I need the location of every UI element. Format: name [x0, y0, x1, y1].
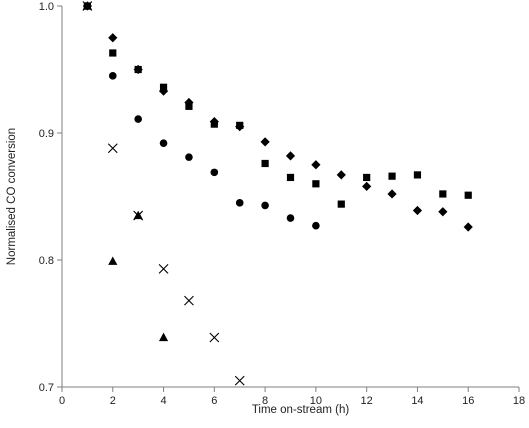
diamond-point [260, 137, 270, 147]
circle-point [210, 168, 219, 177]
y-tick-label: 0.8 [39, 255, 54, 267]
x-tick-label: 2 [110, 395, 116, 407]
circle-point [159, 139, 168, 147]
x-tick-label: 0 [59, 395, 65, 407]
circle-point [286, 214, 295, 222]
circle-point [261, 201, 269, 210]
series-cross [82, 1, 245, 386]
y-tick-label: 0.7 [39, 382, 54, 394]
cross-point [133, 210, 144, 221]
y-axis-label: Normalised CO conversion [6, 128, 18, 265]
circle-point [312, 221, 320, 230]
square-point [337, 200, 345, 208]
square-point [185, 102, 193, 110]
diamond-point [438, 207, 448, 217]
circle-point [134, 115, 142, 123]
x-tick-label: 18 [513, 395, 525, 407]
diamond-point [336, 170, 346, 180]
y-tick-label: 1.0 [39, 1, 54, 13]
series-square [83, 2, 472, 208]
x-tick-label: 4 [160, 395, 166, 407]
cross-point [234, 375, 245, 386]
triangle-point [108, 256, 118, 265]
square-point [388, 172, 396, 180]
cross-point [107, 143, 118, 154]
cross-point [184, 295, 194, 306]
square-point [159, 83, 168, 91]
x-axis-label: Time on-stream (h) [252, 404, 350, 416]
square-point [312, 180, 320, 188]
y-tick-label: 0.9 [39, 128, 54, 140]
square-point [236, 121, 244, 129]
series-circle [83, 2, 320, 230]
x-tick-label: 8 [262, 395, 268, 407]
circle-point [235, 199, 244, 207]
square-point [464, 191, 472, 199]
x-tick-label: 6 [211, 395, 217, 407]
data-points [82, 1, 473, 386]
square-point [134, 65, 142, 74]
diamond-point [285, 151, 296, 161]
square-point [363, 173, 371, 182]
series-diamond [82, 1, 473, 232]
diamond-point [387, 189, 397, 199]
diamond-point [412, 205, 423, 216]
ticks: 0 2 4 6 8 10 12 14 16 18 0.7 0.8 0.9 1.0 [39, 1, 525, 407]
square-point [210, 120, 218, 128]
x-tick-label: 16 [462, 395, 474, 407]
diamond-point [362, 181, 372, 191]
x-tick-label: 12 [361, 395, 373, 407]
square-point [439, 190, 447, 198]
square-point [109, 49, 117, 57]
square-point [413, 171, 422, 179]
square-point [261, 159, 269, 168]
diamond-point [108, 33, 118, 43]
diamond-point [311, 160, 321, 170]
x-tick-label: 14 [411, 395, 423, 407]
diamond-point [463, 222, 473, 232]
cross-point [209, 332, 220, 343]
circle-point [185, 153, 193, 161]
series-triangle [82, 1, 169, 342]
cross-point [82, 1, 93, 11]
x-tick-label: 10 [310, 395, 322, 407]
axes [61, 6, 519, 388]
circle-point [108, 72, 117, 80]
cross-point [158, 264, 169, 274]
square-point [286, 173, 295, 182]
triangle-point [158, 332, 169, 342]
